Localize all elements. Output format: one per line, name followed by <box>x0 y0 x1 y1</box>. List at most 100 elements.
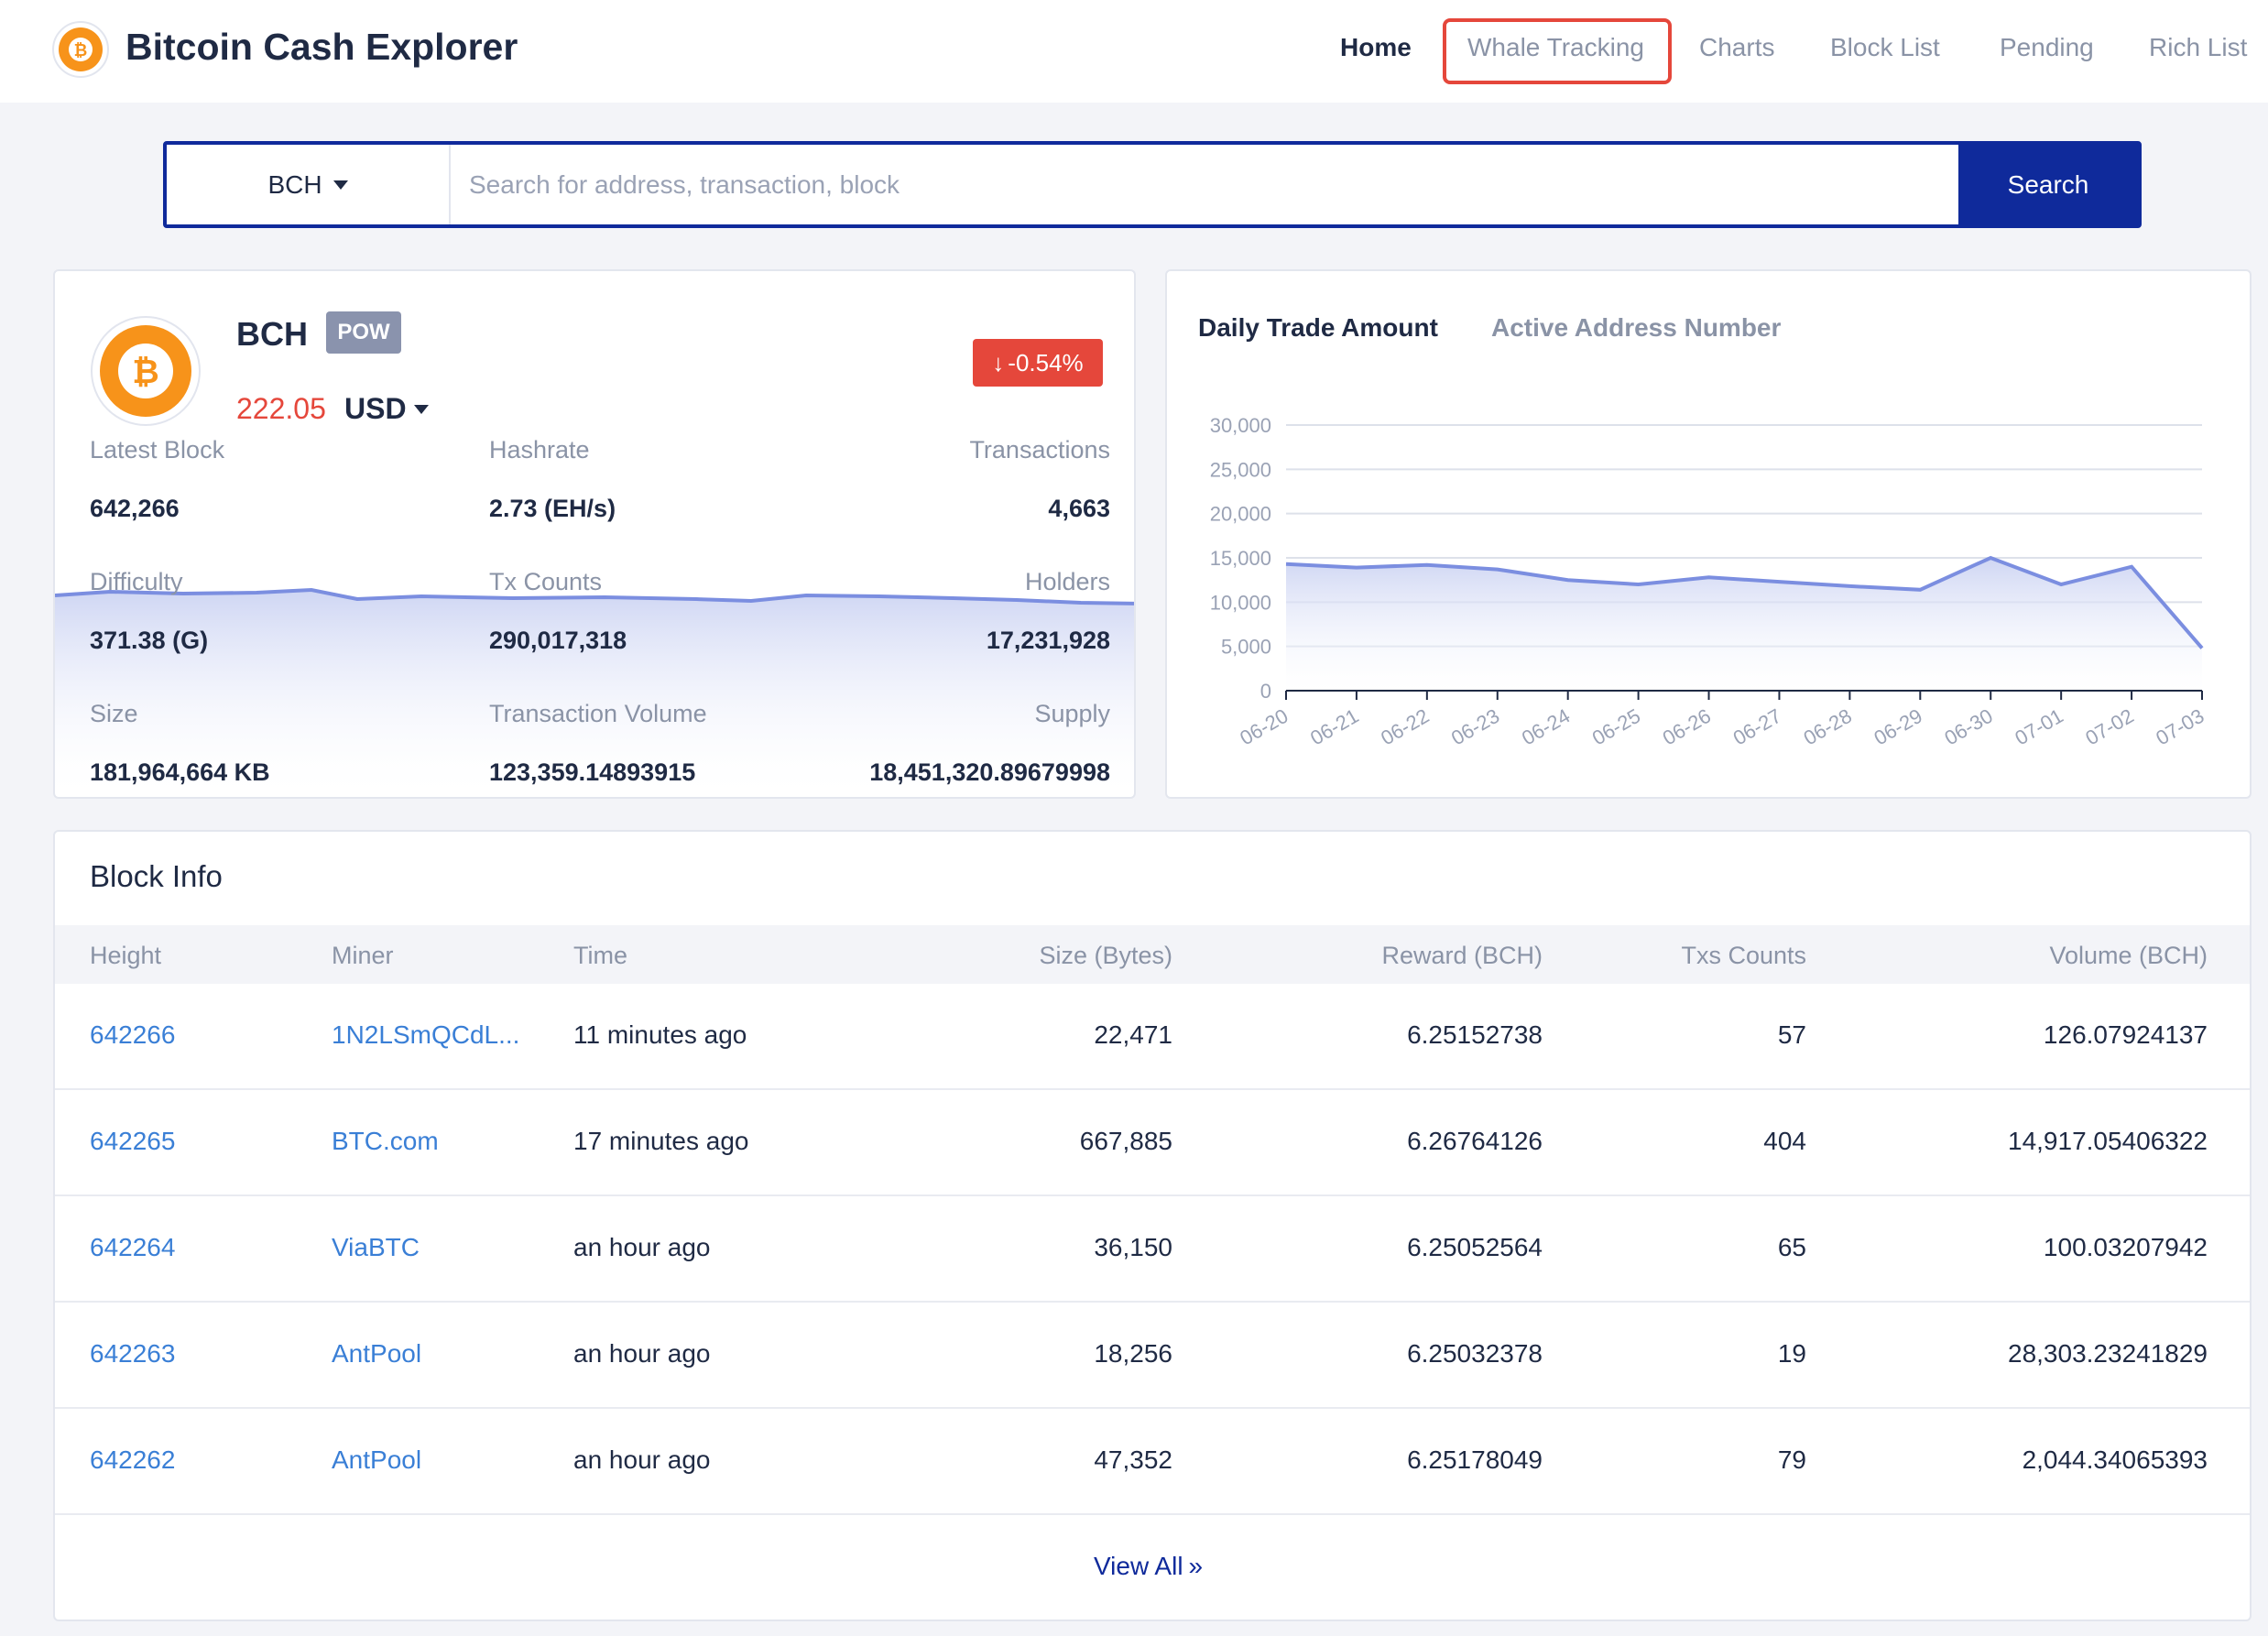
miner-link[interactable]: ViaBTC <box>332 1233 420 1261</box>
block-volume: 28,303.23241829 <box>2008 1339 2208 1368</box>
stat-holders-value: 17,231,928 <box>986 627 1110 654</box>
miner-link[interactable]: 1N2LSmQCdL... <box>332 1020 520 1049</box>
miner-link[interactable]: BTC.com <box>332 1127 439 1155</box>
block-size: 667,885 <box>1079 1127 1172 1155</box>
caret-down-icon <box>333 180 348 190</box>
column-header-reward: Reward (BCH) <box>1381 942 1543 969</box>
block-size: 18,256 <box>1094 1339 1172 1368</box>
stat-tx-counts-value: 290,017,318 <box>489 627 627 654</box>
x-tick-label: 06-23 <box>1447 704 1503 750</box>
stat-hashrate-label: Hashrate <box>489 436 590 464</box>
block-reward: 6.25052564 <box>1407 1233 1543 1261</box>
x-tick-label: 06-22 <box>1377 704 1433 750</box>
block-time: 17 minutes ago <box>573 1127 749 1155</box>
block-size: 36,150 <box>1094 1233 1172 1261</box>
coin-price: 222.05 <box>236 392 326 425</box>
stat-latest-block-value: 642,266 <box>90 495 180 522</box>
miner-link[interactable]: AntPool <box>332 1445 422 1474</box>
block-volume: 2,044.34065393 <box>2022 1445 2208 1474</box>
block-height-link[interactable]: 642264 <box>90 1233 176 1261</box>
table-row: 642266 1N2LSmQCdL... 11 minutes ago 22,471 6… <box>55 984 2250 1090</box>
pow-badge: POW <box>326 311 401 354</box>
column-header-height: Height <box>90 942 162 969</box>
x-tick-label: 06-20 <box>1236 704 1292 750</box>
stat-transactions-value: 4,663 <box>1048 495 1110 522</box>
column-header-volume: Volume (BCH) <box>2049 942 2208 969</box>
stat-supply-value: 18,451,320.89679998 <box>869 758 1110 786</box>
block-txs-count: 79 <box>1777 1445 1806 1474</box>
block-txs-count: 404 <box>1763 1127 1806 1155</box>
nav-rich-list[interactable]: Rich List <box>2149 33 2248 61</box>
y-tick-label: 25,000 <box>1210 458 1271 481</box>
y-tick-label: 0 <box>1260 680 1271 703</box>
column-header-txs-counts: Txs Counts <box>1681 942 1806 969</box>
nav-charts[interactable]: Charts <box>1699 33 1775 61</box>
block-reward: 6.25032378 <box>1407 1339 1543 1368</box>
block-info-title: Block Info <box>90 859 223 893</box>
y-tick-label: 20,000 <box>1210 503 1271 526</box>
tab-daily-trade-amount[interactable]: Daily Trade Amount <box>1198 313 1438 342</box>
nav-home[interactable]: Home <box>1340 33 1412 61</box>
daily-trade-chart: 30,000 25,000 20,000 15,000 10,000 5,000 0 06-… <box>1210 414 2208 750</box>
coin-overview-card: ₿ BCH POW 222.05 USD ↓ -0.54% Latest Blo… <box>53 269 1136 799</box>
price-change-value: -0.54% <box>1008 348 1084 376</box>
y-tick-label: 15,000 <box>1210 547 1271 570</box>
block-txs-count: 65 <box>1777 1233 1806 1261</box>
chart-series-line <box>1285 555 2204 649</box>
currency-select[interactable]: USD <box>344 392 429 426</box>
nav-block-list[interactable]: Block List <box>1830 33 1940 61</box>
y-tick-label: 30,000 <box>1210 414 1271 437</box>
view-all-link[interactable]: View All » <box>1094 1552 1203 1581</box>
stat-transactions-label: Transactions <box>969 436 1110 464</box>
block-time: an hour ago <box>573 1339 711 1368</box>
column-header-size: Size (Bytes) <box>1039 942 1172 969</box>
nav-highlight-frame <box>1443 18 1672 84</box>
block-height-link[interactable]: 642263 <box>90 1339 176 1368</box>
chart-area-fill <box>1286 558 2202 691</box>
block-info-card: Block Info Height Miner Time Size (Bytes… <box>53 830 2252 1621</box>
nav-whale-tracking[interactable]: Whale Tracking <box>1467 33 1644 61</box>
search-button[interactable]: Search <box>1958 145 2138 224</box>
stat-tx-counts-label: Tx Counts <box>489 568 603 595</box>
bitcoin-cash-logo-icon[interactable]: ₿ <box>51 20 110 79</box>
stat-holders-label: Holders <box>1024 568 1110 595</box>
block-time: an hour ago <box>573 1233 711 1261</box>
y-tick-label: 10,000 <box>1210 591 1271 614</box>
coin-select[interactable]: BCH <box>167 145 451 224</box>
search-input[interactable] <box>469 145 1935 224</box>
block-txs-count: 57 <box>1777 1020 1806 1049</box>
stat-difficulty-label: Difficulty <box>90 568 183 595</box>
block-height-link[interactable]: 642265 <box>90 1127 176 1155</box>
x-tick-label: 06-21 <box>1306 704 1362 750</box>
price-change-badge: ↓ -0.54% <box>973 339 1103 387</box>
tab-active-address-number[interactable]: Active Address Number <box>1491 313 1782 342</box>
nav-pending[interactable]: Pending <box>2000 33 2094 61</box>
coin-symbol: BCH <box>236 315 308 353</box>
view-all-label: View All <box>1094 1552 1183 1580</box>
y-tick-label: 5,000 <box>1221 636 1271 659</box>
block-height-link[interactable]: 642262 <box>90 1445 176 1474</box>
x-tick-label: 06-30 <box>1940 704 1996 750</box>
block-reward: 6.25178049 <box>1407 1445 1543 1474</box>
table-row: 642264 ViaBTC an hour ago 36,150 6.25052564 6… <box>55 1196 2250 1303</box>
top-header: ₿ Bitcoin Cash Explorer Home Whale Track… <box>0 0 2268 103</box>
block-volume: 100.03207942 <box>2043 1233 2208 1261</box>
block-time: an hour ago <box>573 1445 711 1474</box>
miner-link[interactable]: AntPool <box>332 1339 422 1368</box>
double-chevron-right-icon: » <box>1188 1552 1204 1580</box>
stat-latest-block-label: Latest Block <box>90 436 225 464</box>
block-size: 47,352 <box>1094 1445 1172 1474</box>
table-row: 642263 AntPool an hour ago 18,256 6.25032378… <box>55 1303 2250 1409</box>
table-row: 642262 AntPool an hour ago 47,352 6.25178049… <box>55 1409 2250 1515</box>
x-tick-label: 07-03 <box>2152 704 2208 750</box>
column-header-time: Time <box>573 942 627 969</box>
coin-select-value: BCH <box>267 169 322 199</box>
block-height-link[interactable]: 642266 <box>90 1020 176 1049</box>
stat-hashrate-value: 2.73 (EH/s) <box>489 495 616 522</box>
x-tick-label: 06-26 <box>1659 704 1715 750</box>
search-bar: BCH Search <box>163 141 2142 228</box>
site-title[interactable]: Bitcoin Cash Explorer <box>125 26 518 68</box>
x-tick-label: 06-27 <box>1729 704 1785 750</box>
block-volume: 14,917.05406322 <box>2008 1127 2208 1155</box>
caret-down-icon <box>413 404 429 414</box>
